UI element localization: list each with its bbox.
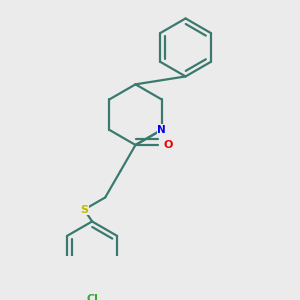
Text: Cl: Cl bbox=[86, 294, 98, 300]
Text: O: O bbox=[163, 140, 172, 150]
Text: S: S bbox=[80, 205, 88, 214]
Text: N: N bbox=[158, 125, 166, 135]
